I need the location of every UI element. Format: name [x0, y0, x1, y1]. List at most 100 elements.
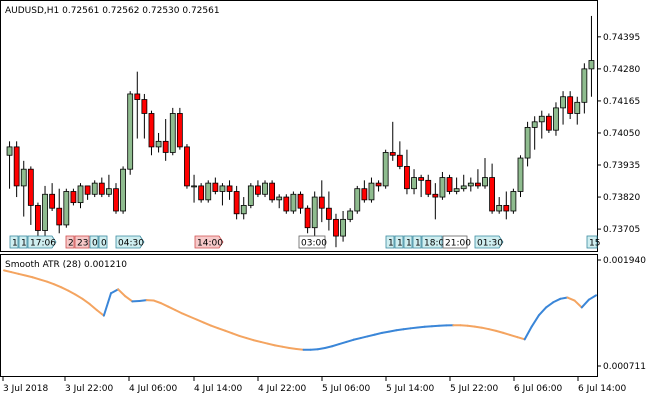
trade-labels-row: 1 1 17:06 2 23: 0 0 04:30 14:00 03:00 1 1 1 1 18:0021:…	[9, 235, 600, 249]
time-tick-label: 5 Jul 22:00	[450, 384, 499, 394]
candle-body	[148, 113, 155, 148]
candle-body	[27, 168, 34, 206]
candle-body	[290, 193, 297, 212]
trade-label-text: 23:	[77, 239, 91, 249]
indicator-tick-label: 0.001940	[603, 256, 646, 266]
atr-segment	[24, 274, 34, 279]
candle-body	[226, 185, 233, 192]
price-tick-label: 0.74165	[603, 97, 640, 107]
atr-segment	[17, 272, 27, 277]
candle-body	[574, 101, 581, 114]
atr-segment	[238, 334, 248, 340]
time-tick-label: 6 Jul 14:00	[578, 384, 627, 394]
candle-body	[439, 177, 446, 198]
atr-segment	[373, 331, 384, 336]
price-tick-label: 0.74395	[603, 33, 640, 43]
candle-body	[219, 185, 226, 192]
candle-body	[453, 188, 460, 192]
atr-segment	[138, 299, 148, 302]
trade-label-box	[65, 235, 75, 249]
trade-label-text: 21:00	[445, 239, 471, 249]
candle-body	[375, 182, 382, 187]
candle-body	[567, 96, 574, 114]
trade-label: 0	[98, 235, 108, 249]
trade-label-box	[194, 235, 224, 249]
time-tick-label: 4 Jul 06:00	[129, 384, 178, 394]
atr-segment	[252, 339, 262, 343]
atr-segment	[430, 324, 441, 328]
trade-label-box	[115, 235, 145, 249]
atr-segment	[109, 288, 120, 295]
candle-body	[347, 210, 354, 220]
indicator-title: Smooth ATR (28) 0.001210	[5, 260, 127, 270]
trade-label-box	[385, 235, 395, 249]
atr-segment	[473, 325, 483, 329]
candle-body	[538, 115, 545, 123]
time-tick-label: 5 Jul 06:00	[322, 384, 371, 394]
candle-body	[482, 177, 488, 187]
atr-segment	[3, 269, 13, 274]
atr-segment	[323, 345, 334, 349]
candle-body	[134, 93, 141, 100]
trade-label-text: 18:00	[424, 239, 450, 249]
atr-segment	[388, 329, 398, 333]
atr-segment	[38, 278, 48, 283]
atr-segment	[552, 297, 562, 304]
atr-segment	[466, 324, 476, 328]
trade-label-text: 1	[12, 239, 18, 249]
price-axis: 0.74395 0.74280 0.74165 0.74050 0.73935 0.738…	[597, 33, 640, 235]
trade-label-text: 1	[21, 239, 27, 249]
trade-label: 23:	[74, 235, 91, 249]
candle-body	[382, 152, 389, 187]
trade-label-box	[442, 235, 468, 249]
atr-segment	[559, 296, 569, 300]
candle-body	[13, 146, 20, 187]
candle-body	[141, 99, 148, 114]
atr-segment	[580, 298, 590, 309]
atr-segment	[195, 318, 205, 324]
trade-label: 21:00	[442, 235, 471, 249]
atr-segment	[359, 335, 369, 340]
atr-segment	[245, 337, 255, 342]
candle-body	[247, 185, 254, 206]
trade-label-text: 2	[68, 239, 74, 249]
trade-label: 0	[89, 235, 99, 249]
atr-segment	[566, 296, 576, 302]
atr-segment	[545, 301, 555, 309]
candle-body	[325, 207, 332, 220]
candle-body	[113, 188, 119, 212]
candle-body	[475, 182, 481, 187]
candle-body	[169, 113, 176, 153]
atr-segment	[31, 276, 41, 281]
candle-body	[311, 196, 318, 229]
time-tick-label: 4 Jul 22:00	[258, 384, 307, 394]
trade-label: 1	[9, 235, 19, 249]
atr-segment	[495, 329, 505, 334]
candle-body	[396, 154, 403, 167]
price-tick-label: 0.73820	[603, 193, 640, 203]
atr-segment	[159, 302, 170, 308]
candle-body	[361, 188, 368, 201]
candle-body	[553, 107, 559, 131]
trade-label-box	[586, 235, 598, 249]
candle-body	[489, 177, 496, 212]
price-chart-title: AUDUSD,H1 0.72561 0.72562 0.72530 0.7256…	[5, 6, 220, 16]
atr-segment	[366, 333, 376, 338]
candle-body	[91, 182, 98, 195]
candle-body	[212, 182, 219, 192]
atr-segment	[10, 271, 20, 275]
candle-body	[233, 191, 240, 215]
candle-body	[162, 140, 169, 153]
candle-body	[120, 168, 126, 212]
candle-body	[191, 185, 197, 188]
trade-label: 01:30	[474, 235, 504, 249]
trade-label-box	[421, 235, 443, 249]
candle-body	[503, 205, 510, 212]
trade-label-text: 01:30	[477, 239, 503, 249]
trade-label-text: 1	[415, 239, 421, 249]
price-tick-label: 0.74050	[603, 129, 640, 139]
atr-segment	[274, 344, 284, 348]
atr-segment	[381, 330, 391, 334]
